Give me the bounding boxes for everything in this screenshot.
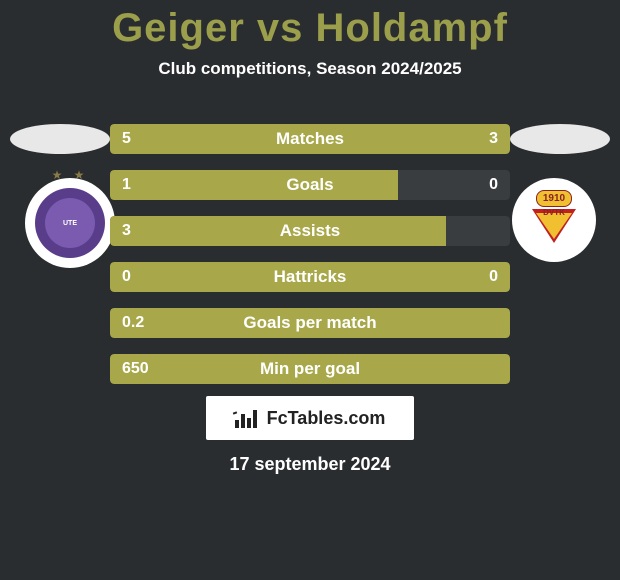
fctables-link[interactable]: FcTables.com xyxy=(206,396,414,440)
badge-year: 1910 xyxy=(536,190,572,207)
badge-text: DVTK xyxy=(543,208,565,217)
date-text: 17 september 2024 xyxy=(0,454,620,475)
stat-row: 3Assists xyxy=(110,216,510,246)
brand-text: FcTables.com xyxy=(267,408,386,429)
stat-row: 10Goals xyxy=(110,170,510,200)
stat-label: Matches xyxy=(110,129,510,149)
badge-circle-right: 1910 DVTK xyxy=(512,178,596,262)
stat-row: 650Min per goal xyxy=(110,354,510,384)
stat-label: Assists xyxy=(110,221,510,241)
page-title: Geiger vs Holdampf xyxy=(0,6,620,51)
badge-circle-left: UTE xyxy=(25,178,115,268)
player-silhouette-right xyxy=(510,124,610,154)
footer: FcTables.com 17 september 2024 xyxy=(0,396,620,475)
badge-text-top: UTE xyxy=(63,220,77,227)
stats-container: 53Matches 10Goals 3Assists 00Hattricks 0.2Go… xyxy=(110,124,510,400)
stat-label: Hattricks xyxy=(110,267,510,287)
stat-label: Min per goal xyxy=(110,359,510,379)
stat-row: 00Hattricks xyxy=(110,262,510,292)
header: Geiger vs Holdampf Club competitions, Se… xyxy=(0,0,620,79)
badge-inner: UTE xyxy=(35,188,105,258)
stat-label: Goals xyxy=(110,175,510,195)
stat-row: 53Matches xyxy=(110,124,510,154)
stat-row: 0.2Goals per match xyxy=(110,308,510,338)
stat-label: Goals per match xyxy=(110,313,510,333)
badge-shield: 1910 DVTK xyxy=(530,190,578,250)
page-subtitle: Club competitions, Season 2024/2025 xyxy=(0,59,620,79)
player-silhouette-left xyxy=(10,124,110,154)
bars-icon xyxy=(235,408,261,428)
club-badge-left: ★ ★ UTE xyxy=(20,178,120,282)
club-badge-right: 1910 DVTK xyxy=(504,178,604,282)
